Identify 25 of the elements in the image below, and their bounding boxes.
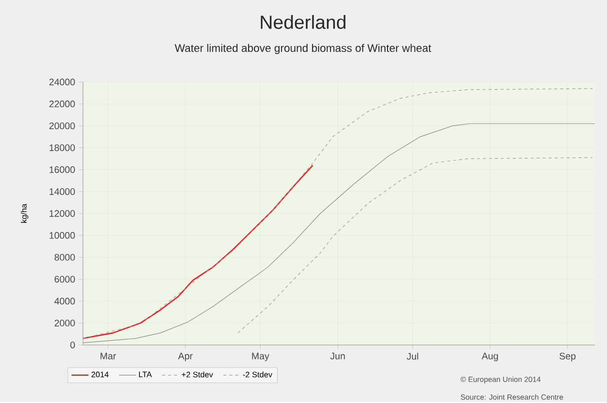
line-series <box>82 164 314 340</box>
line-series <box>82 88 593 339</box>
chart-subtitle: Water limited above ground biomass of Winter wheat <box>174 44 432 54</box>
y-tick-label: 14000 <box>50 188 75 195</box>
y-tick-label: 16000 <box>50 166 75 173</box>
y-tick-label: 2000 <box>54 320 75 326</box>
x-tick-label: Aug <box>482 352 498 362</box>
y-tick-label: 22000 <box>49 100 75 108</box>
x-tick-label: Jul <box>406 352 418 360</box>
y-tick-label: 12000 <box>50 210 75 217</box>
y-tick-label: 6000 <box>54 276 75 283</box>
y-tick-label: 18000 <box>50 144 75 152</box>
x-tick-label: Jun <box>330 352 345 360</box>
x-tick-label: Apr <box>178 352 193 362</box>
y-tick-label: 4000 <box>54 298 75 304</box>
y-tick-label: 8000 <box>54 254 75 261</box>
y-tick-label: 10000 <box>50 232 75 239</box>
x-tick-label: Sep <box>560 352 576 362</box>
y-tick-label: 20000 <box>49 122 75 130</box>
x-tick-label: Mar <box>100 352 116 360</box>
line-series <box>238 157 593 334</box>
y-tick-label: 0 <box>70 342 75 348</box>
chart-title: Nederland <box>260 15 346 29</box>
x-tick-label: May <box>252 352 270 362</box>
y-tick-label: 24000 <box>49 78 75 86</box>
